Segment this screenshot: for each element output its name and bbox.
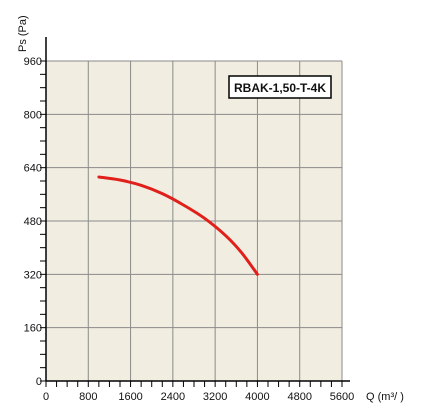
- y-tick-label: 960: [24, 56, 42, 68]
- y-tick-label: 320: [24, 269, 42, 281]
- x-tick-labels: 0 800 1600 2400 3200 4000 4800 5600: [43, 391, 354, 403]
- legend-box: [228, 75, 332, 99]
- y-tick-label: 640: [24, 163, 42, 175]
- y-tick-label: 160: [24, 323, 42, 335]
- x-tick-label: 4000: [245, 391, 269, 403]
- y-tick-labels: 0 160 320 480 640 800 960: [24, 56, 42, 388]
- x-tick-label: 3200: [203, 391, 227, 403]
- x-tick-label: 800: [79, 391, 97, 403]
- legend-label: RBAK-1,50-T-4K: [234, 81, 326, 95]
- x-tick-label: 1600: [118, 391, 142, 403]
- horizontal-gridlines: [46, 60, 342, 329]
- x-tick-label: 4800: [287, 391, 311, 403]
- y-tick-label: 800: [24, 109, 42, 121]
- x-tick-label: 2400: [161, 391, 185, 403]
- y-tick-label: 480: [24, 216, 42, 228]
- axes: [45, 37, 350, 382]
- x-tick-label: 0: [43, 391, 49, 403]
- y-tick-label: 0: [36, 376, 42, 388]
- y-axis-title: Ps (Pa): [17, 15, 29, 52]
- minor-ticks: [40, 60, 343, 387]
- legend: RBAK-1,50-T-4K: [228, 75, 332, 99]
- series-line: [97, 175, 259, 276]
- x-axis-title: Q (m³/ ): [366, 391, 404, 403]
- x-tick-label: 5600: [330, 391, 354, 403]
